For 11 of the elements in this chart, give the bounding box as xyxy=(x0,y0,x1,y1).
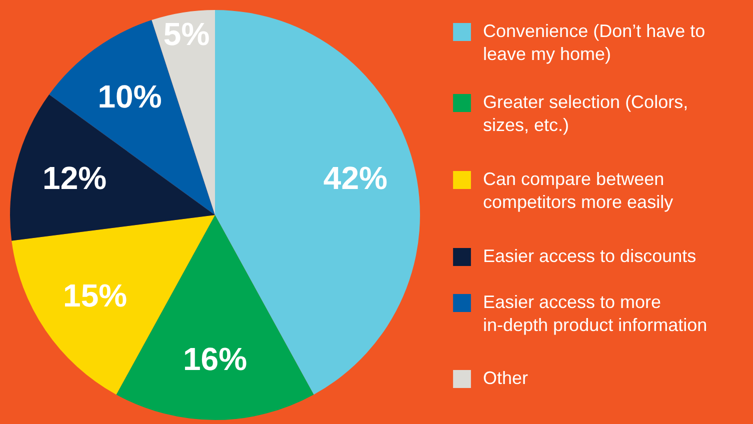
legend-label: Other xyxy=(483,368,528,388)
data-label: 42% xyxy=(323,160,388,196)
legend-label: Easier access to more in-depth product information xyxy=(483,292,708,335)
legend-label: Convenience (Don’t have to leave my home) xyxy=(483,21,706,64)
data-label: 15% xyxy=(63,278,128,314)
data-label: 12% xyxy=(42,160,107,196)
legend-label: Greater selection (Colors, sizes, etc.) xyxy=(483,92,688,135)
legend-label: Easier access to discounts xyxy=(483,246,696,266)
data-label: 10% xyxy=(98,78,162,115)
data-label: 16% xyxy=(182,341,248,377)
legend-label: Can compare between competitors more easily xyxy=(483,169,674,212)
